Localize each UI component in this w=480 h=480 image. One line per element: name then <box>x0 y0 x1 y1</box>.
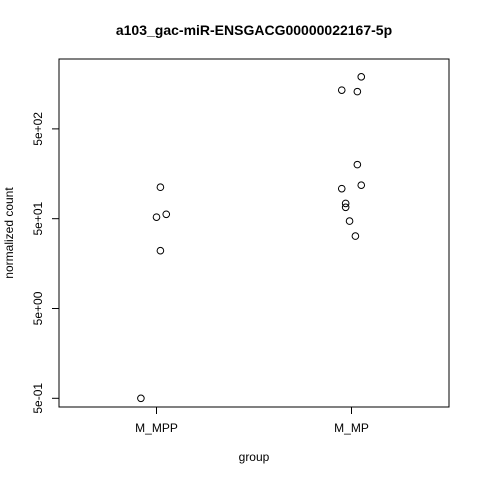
data-points <box>137 73 366 403</box>
x-axis-label: group <box>239 450 270 464</box>
data-point <box>353 160 362 169</box>
data-point <box>351 232 360 240</box>
y-tick-label: 5e+02 <box>31 112 45 146</box>
x-tick-label: M_MP <box>334 421 369 435</box>
chart-title: a103_gac-miR-ENSGACG00000022167-5p <box>116 22 392 38</box>
plot-frame <box>58 58 450 408</box>
data-point <box>341 203 350 212</box>
data-point <box>156 246 165 255</box>
data-point <box>353 87 362 96</box>
x-axis: M_MPP M_MP <box>135 406 369 435</box>
data-point <box>345 217 354 225</box>
data-point <box>341 199 350 208</box>
data-point <box>152 213 161 221</box>
data-point <box>337 184 346 193</box>
y-tick-label: 5e+01 <box>31 202 45 236</box>
data-point <box>137 394 145 403</box>
data-point <box>162 210 171 219</box>
data-point <box>357 73 366 81</box>
y-axis-label: normalized count <box>2 187 16 279</box>
data-point <box>156 183 165 192</box>
data-point <box>357 181 366 189</box>
y-tick-label: 5e-01 <box>31 383 45 414</box>
y-tick-label: 5e+00 <box>31 291 45 325</box>
data-point <box>337 86 346 94</box>
x-tick-label: M_MPP <box>135 421 178 435</box>
y-axis: 5e-01 5e+00 5e+01 5e+02 <box>31 112 60 414</box>
